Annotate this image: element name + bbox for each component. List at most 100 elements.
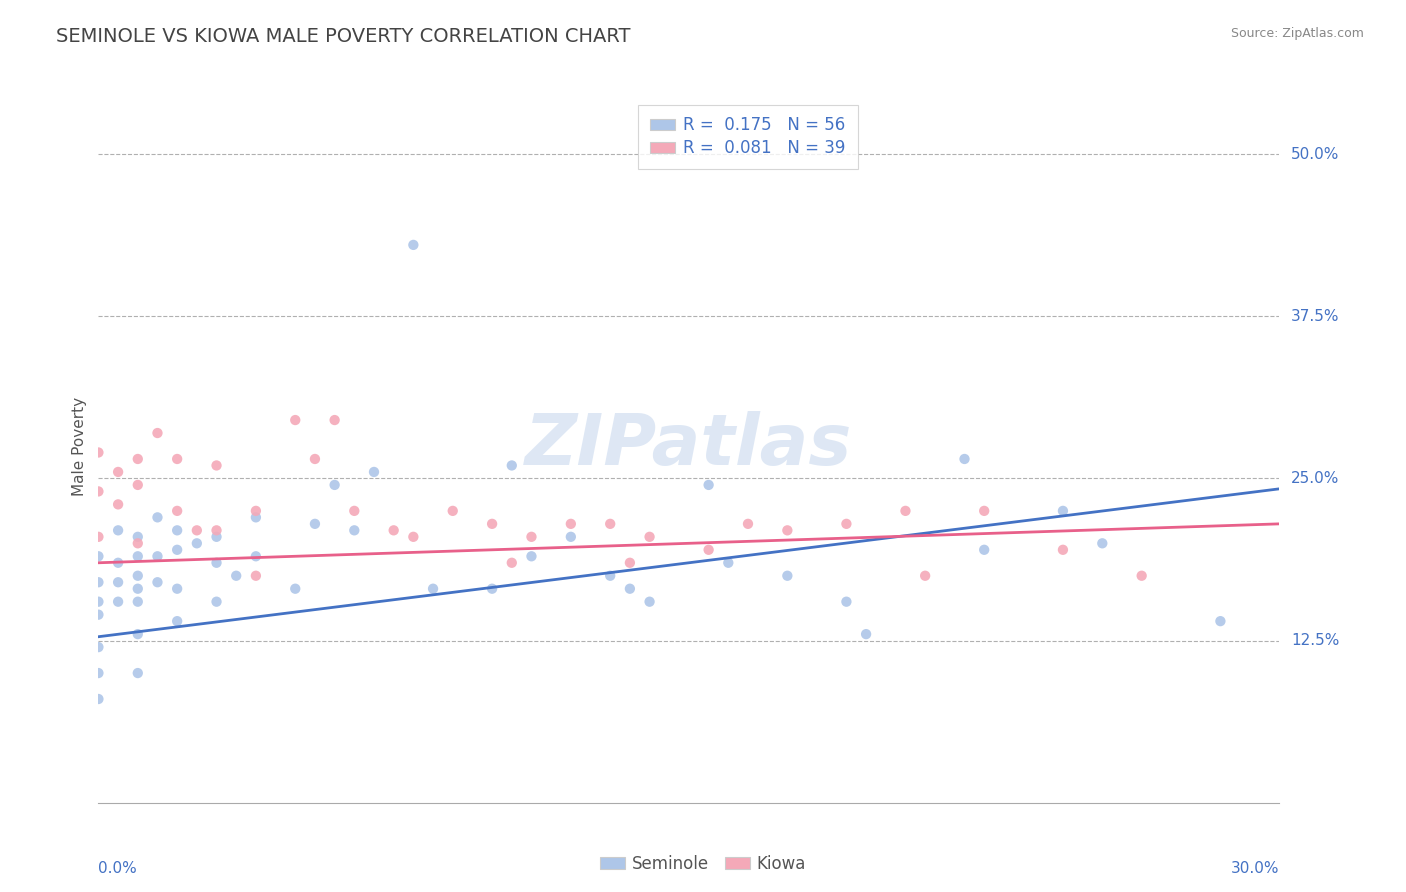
Point xyxy=(835,516,858,531)
Text: 12.5%: 12.5% xyxy=(1291,633,1340,648)
Point xyxy=(382,524,405,538)
Point xyxy=(127,549,149,564)
Text: ZIPatlas: ZIPatlas xyxy=(526,411,852,481)
Point xyxy=(363,465,385,479)
Point xyxy=(127,582,149,596)
Point xyxy=(87,692,110,706)
Point xyxy=(422,582,444,596)
Point xyxy=(186,536,208,550)
Point xyxy=(245,504,267,518)
Point xyxy=(855,627,877,641)
Text: 0.0%: 0.0% xyxy=(98,861,138,876)
Point xyxy=(638,595,661,609)
Point xyxy=(166,452,188,467)
Legend: R =  0.175   N = 56, R =  0.081   N = 39: R = 0.175 N = 56, R = 0.081 N = 39 xyxy=(638,104,858,169)
Point xyxy=(245,568,267,582)
Point xyxy=(481,516,503,531)
Point xyxy=(776,568,799,582)
Point xyxy=(205,458,228,473)
Point xyxy=(127,478,149,492)
Point xyxy=(717,556,740,570)
Point xyxy=(127,536,149,550)
Point xyxy=(284,582,307,596)
Y-axis label: Male Poverty: Male Poverty xyxy=(72,396,87,496)
Point xyxy=(914,568,936,582)
Point xyxy=(245,549,267,564)
Point xyxy=(205,524,228,538)
Point xyxy=(166,582,188,596)
Point xyxy=(127,627,149,641)
Point xyxy=(205,530,228,544)
Point xyxy=(166,524,188,538)
Point xyxy=(107,556,129,570)
Point xyxy=(146,510,169,524)
Point xyxy=(599,568,621,582)
Point xyxy=(599,516,621,531)
Point xyxy=(107,595,129,609)
Point xyxy=(737,516,759,531)
Point xyxy=(1091,536,1114,550)
Point xyxy=(520,549,543,564)
Point xyxy=(87,595,110,609)
Point xyxy=(87,549,110,564)
Point xyxy=(87,484,110,499)
Point xyxy=(481,582,503,596)
Point xyxy=(619,556,641,570)
Point xyxy=(166,504,188,518)
Point xyxy=(107,575,129,590)
Point xyxy=(127,530,149,544)
Point xyxy=(146,425,169,440)
Point xyxy=(205,595,228,609)
Point xyxy=(343,524,366,538)
Text: Source: ZipAtlas.com: Source: ZipAtlas.com xyxy=(1230,27,1364,40)
Point xyxy=(1209,614,1232,628)
Text: 25.0%: 25.0% xyxy=(1291,471,1340,486)
Point xyxy=(323,478,346,492)
Point xyxy=(107,465,129,479)
Point xyxy=(284,413,307,427)
Point xyxy=(776,524,799,538)
Point xyxy=(107,497,129,511)
Point xyxy=(441,504,464,518)
Point xyxy=(835,595,858,609)
Point xyxy=(953,452,976,467)
Point xyxy=(1052,542,1074,557)
Point xyxy=(186,524,208,538)
Text: 50.0%: 50.0% xyxy=(1291,146,1340,161)
Point xyxy=(343,504,366,518)
Point xyxy=(107,524,129,538)
Point xyxy=(619,582,641,596)
Point xyxy=(501,556,523,570)
Point xyxy=(894,504,917,518)
Point xyxy=(166,614,188,628)
Text: 30.0%: 30.0% xyxy=(1232,861,1279,876)
Point xyxy=(560,516,582,531)
Point xyxy=(127,568,149,582)
Point xyxy=(87,666,110,681)
Point xyxy=(520,530,543,544)
Point xyxy=(146,575,169,590)
Point xyxy=(1052,504,1074,518)
Point xyxy=(973,542,995,557)
Point xyxy=(146,549,169,564)
Point xyxy=(127,595,149,609)
Point xyxy=(225,568,247,582)
Point xyxy=(323,413,346,427)
Point xyxy=(697,478,720,492)
Point xyxy=(127,452,149,467)
Point xyxy=(304,452,326,467)
Point xyxy=(87,640,110,654)
Point xyxy=(87,575,110,590)
Legend: Seminole, Kiowa: Seminole, Kiowa xyxy=(593,848,813,880)
Point xyxy=(87,445,110,459)
Text: SEMINOLE VS KIOWA MALE POVERTY CORRELATION CHART: SEMINOLE VS KIOWA MALE POVERTY CORRELATI… xyxy=(56,27,631,45)
Text: 37.5%: 37.5% xyxy=(1291,309,1340,324)
Point xyxy=(1130,568,1153,582)
Point xyxy=(87,530,110,544)
Point xyxy=(127,666,149,681)
Point xyxy=(205,556,228,570)
Point xyxy=(304,516,326,531)
Point xyxy=(402,238,425,252)
Point xyxy=(501,458,523,473)
Point xyxy=(638,530,661,544)
